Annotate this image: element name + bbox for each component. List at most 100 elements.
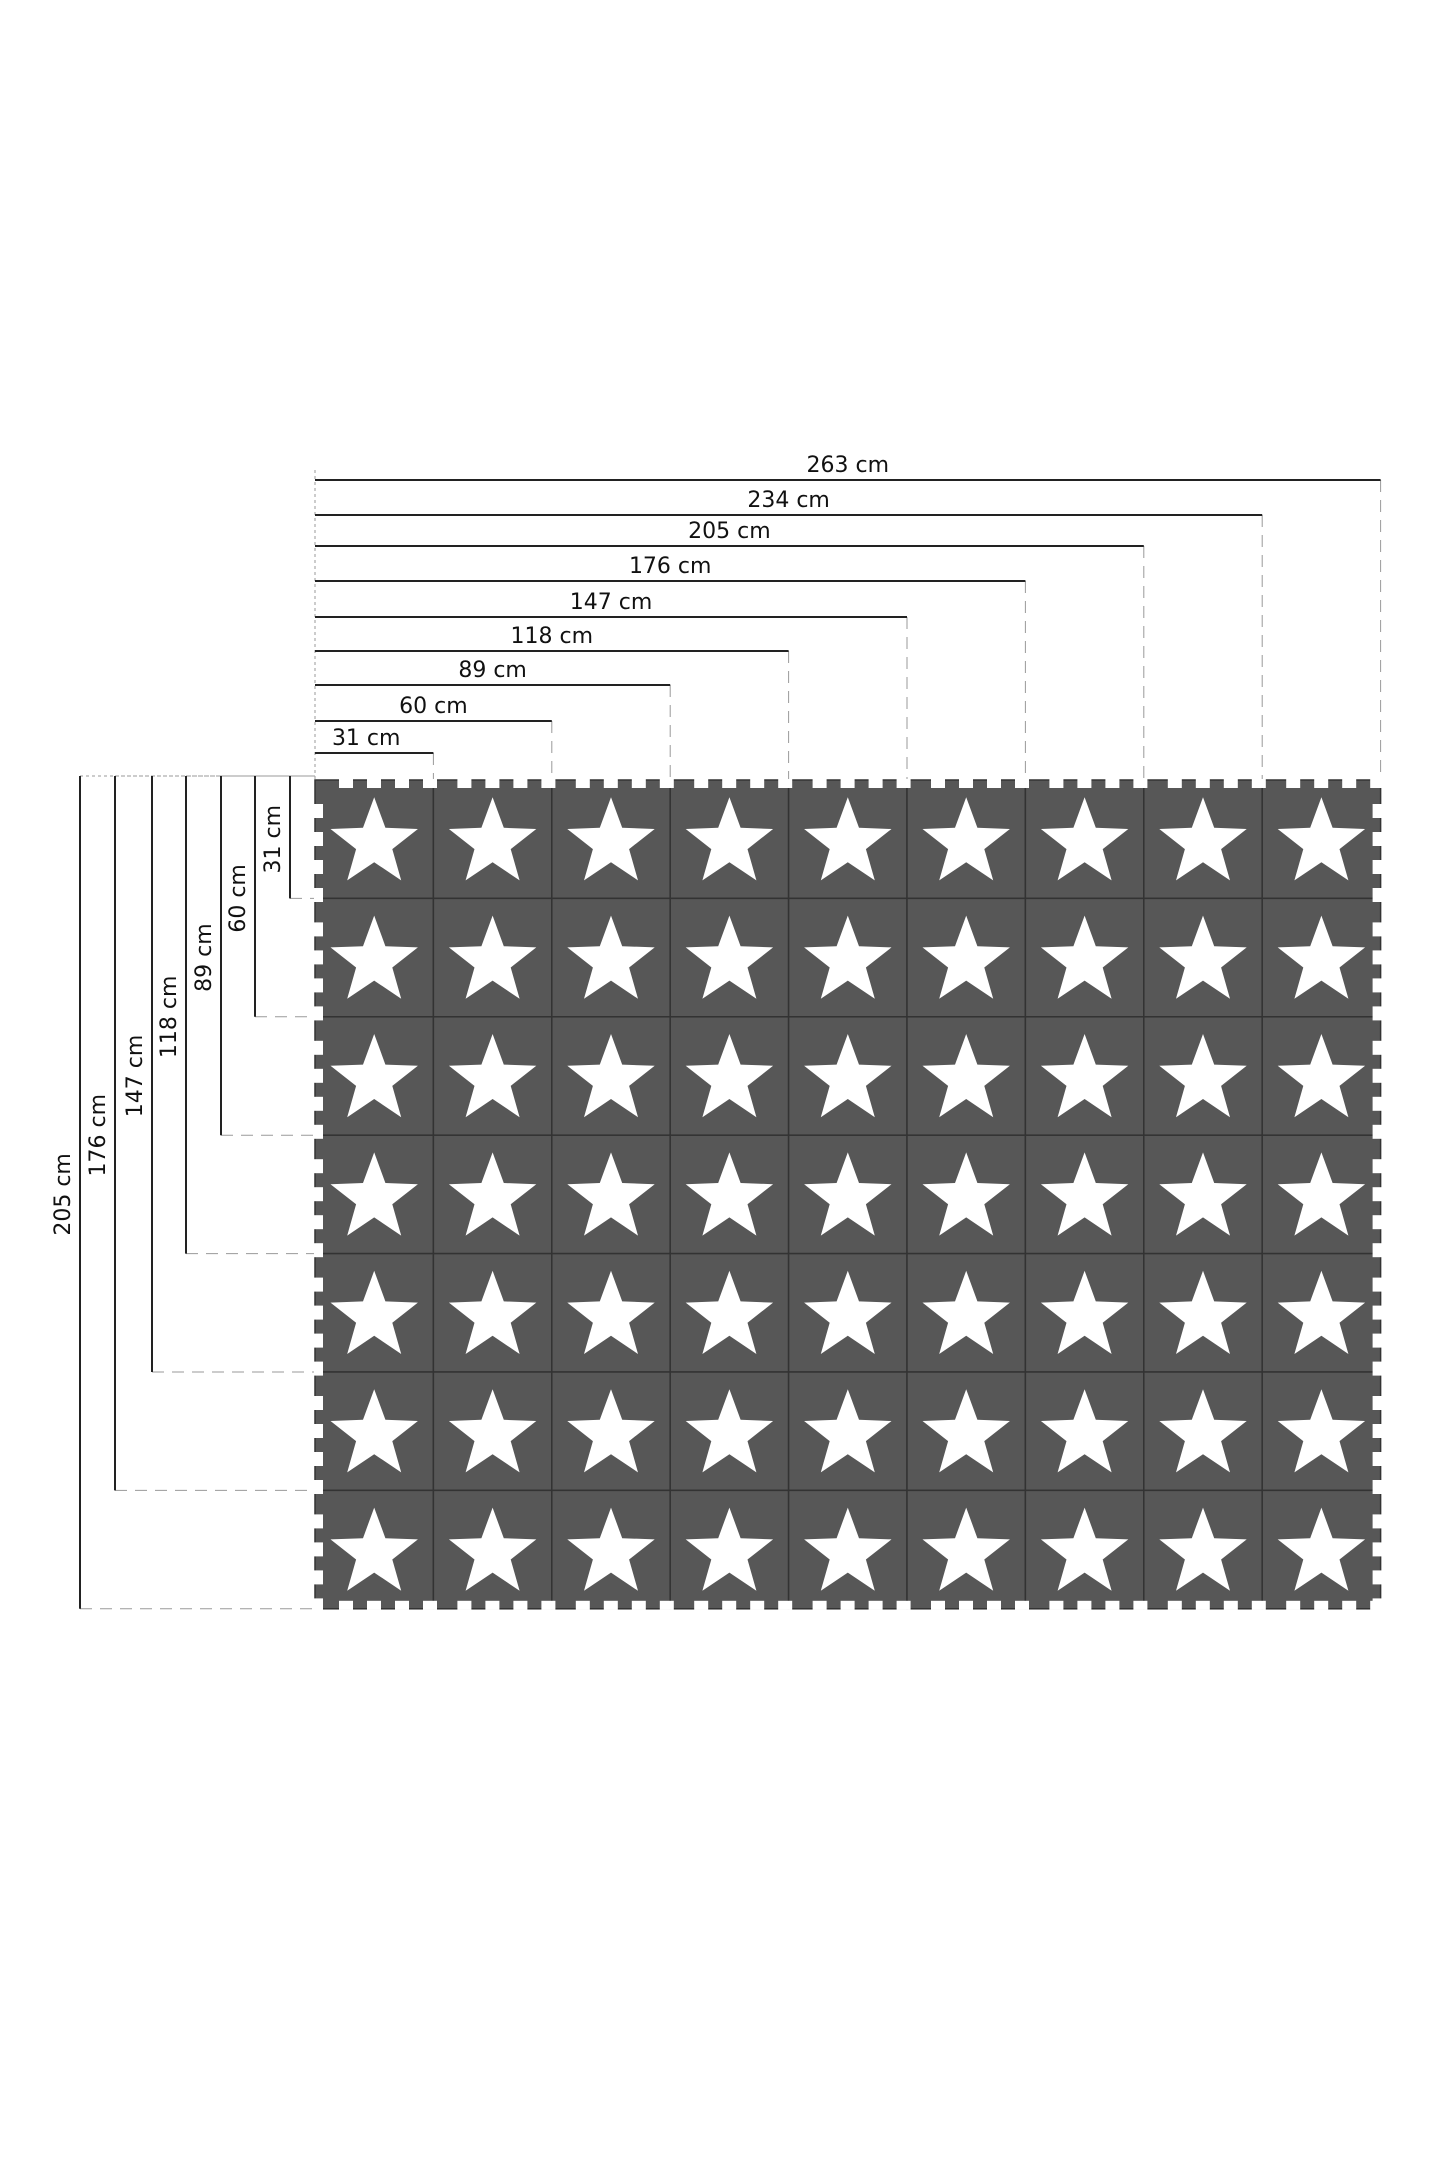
mat-tile [1024,1489,1145,1610]
star-icon [922,1034,1010,1118]
star-icon [1040,1270,1129,1354]
edge-notch [1372,1361,1382,1376]
edge-notch [314,1096,323,1111]
edge-notch [896,1600,911,1610]
mat-tile [1143,779,1263,900]
edge-notch [722,1600,737,1610]
edge-notch [812,1600,827,1610]
edge-notch [694,779,709,788]
star-icon [448,1507,537,1591]
edge-notch [603,1600,618,1610]
edge-notch [1370,779,1385,788]
star-icon [1277,1152,1366,1236]
star-icon [685,1152,774,1236]
width-label: 176 cm [629,554,712,579]
star-icon [1159,1034,1247,1118]
star-icon [804,1152,892,1236]
edge-notch [485,1600,500,1610]
mat-tile [314,1016,435,1136]
edge-notch [1015,779,1029,788]
star-icon [685,1034,774,1118]
star-icon [567,1270,655,1354]
edge-notch [1342,779,1357,788]
edge-notch [1105,1600,1120,1610]
height-label: 147 cm [123,1035,148,1118]
mat-tile [1261,1252,1382,1373]
edge-notch [750,779,765,788]
edge-notch [778,1600,793,1610]
mat-tile [787,779,908,900]
edge-notch [314,950,323,965]
mat-tile [551,1134,671,1255]
mat-tile [906,1252,1027,1373]
mat-tile [1024,1371,1145,1492]
star-icon [1040,915,1129,999]
star-icon [448,1389,537,1473]
edge-notch [631,1600,646,1610]
edge-notch [750,1600,765,1610]
edge-notch [1372,1514,1382,1529]
edge-notch [314,1396,323,1410]
star-icon [1277,1507,1366,1591]
edge-notch [1049,1600,1064,1610]
edge-notch [395,1600,409,1610]
edge-notch [314,1424,323,1438]
mat-tile [787,1134,908,1255]
edge-notch [1372,1542,1382,1557]
edge-notch [339,779,353,788]
edge-notch [314,1243,323,1258]
star-icon [804,915,892,999]
mat-tile [906,1371,1027,1492]
star-icon [448,797,537,881]
edge-notch [812,779,827,788]
edge-notch [314,1305,323,1320]
star-icon [1277,915,1366,999]
edge-notch [314,1361,323,1376]
edge-notch [1049,779,1064,788]
edge-notch [314,1124,323,1139]
width-label: 263 cm [807,453,890,478]
edge-notch [1372,1452,1382,1466]
star-icon [330,1270,418,1354]
mat-tile [1024,779,1145,900]
mat-tile [432,1252,553,1373]
star-icon [804,1389,892,1473]
width-label: 60 cm [399,694,468,719]
width-label: 147 cm [570,590,653,615]
edge-notch [1372,1396,1382,1410]
star-icon [922,1507,1010,1591]
edge-notch [931,1600,945,1610]
star-icon [1277,1270,1366,1354]
mat-tile [1143,1371,1263,1492]
edge-notch [395,779,409,788]
star-icon [1040,1152,1129,1236]
edge-notch [314,1480,323,1494]
star-icon [804,797,892,881]
edge-notch [1223,779,1238,788]
star-icon [685,1507,774,1591]
mat-tile [432,1489,553,1610]
edge-notch [1372,832,1382,846]
edge-notch [314,1159,323,1174]
edge-notch [314,1570,323,1585]
edge-notch [457,779,472,788]
edge-notch [1286,1600,1301,1610]
edge-notch [1372,888,1382,902]
edge-notch [1342,1600,1357,1610]
edge-notch [457,1600,472,1610]
star-icon [1040,1389,1129,1473]
star-icon [1040,797,1129,881]
edge-notch [987,779,1001,788]
width-dimensions: 31 cm 60 cm 89 cm 118 cm 147 cm 176 cm 205 cm 2… [315,453,1381,754]
width-label: 118 cm [511,624,594,649]
height-dimensions: 31 cm 60 cm 89 cm 118 cm 147 cm 176 cm 205 cm [51,776,291,1609]
mat-tile [906,1016,1027,1136]
mat-tile [1143,1489,1263,1610]
mat-tile [906,1134,1027,1255]
edge-notch [1077,1600,1092,1610]
edge-notch [575,779,590,788]
edge-notch [1223,1600,1238,1610]
dimension-guides [80,470,1382,1610]
mat-tile [1143,1016,1263,1136]
mat-tile [669,1252,790,1373]
